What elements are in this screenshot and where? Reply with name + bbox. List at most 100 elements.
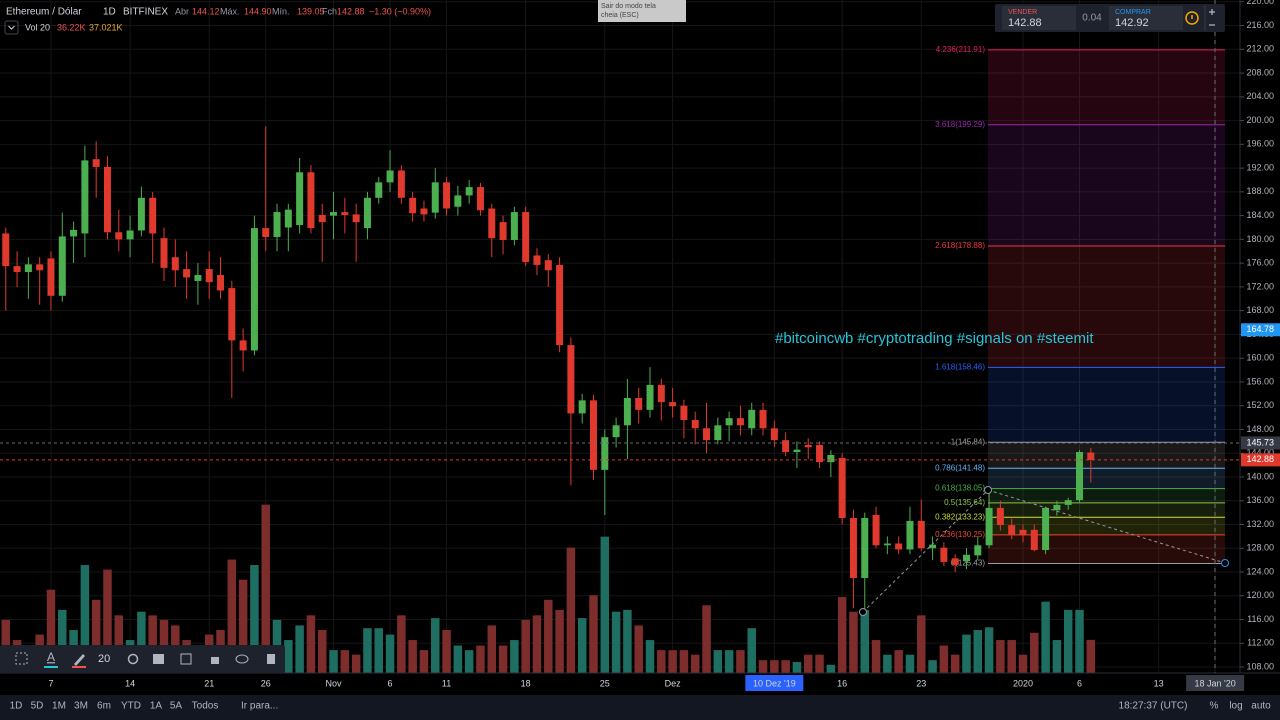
- volume-bar: [996, 640, 1005, 673]
- anchor-point[interactable]: [984, 486, 992, 494]
- volume-bar: [329, 650, 338, 673]
- delete-tool[interactable]: [267, 654, 275, 664]
- range-button[interactable]: 5A: [170, 701, 183, 712]
- range-button[interactable]: 1M: [52, 701, 66, 712]
- volume-bar: [713, 650, 723, 673]
- zoom-icons[interactable]: [1209, 9, 1215, 26]
- y-tick-label: 208.00: [1246, 67, 1274, 77]
- x-tick-label: 2020: [1013, 678, 1033, 688]
- x-tick-label: 25: [600, 678, 610, 688]
- volume-bar: [962, 634, 971, 673]
- volume-bar: [385, 634, 395, 673]
- layers-tool[interactable]: [153, 654, 164, 664]
- tooltip-line: Sair do modo tela: [601, 3, 656, 10]
- candle-body: [951, 558, 959, 565]
- candle-body: [849, 517, 857, 578]
- candle-body: [1030, 529, 1038, 551]
- fib-band: [988, 442, 1225, 469]
- candle-body: [940, 547, 948, 562]
- y-tick-label: 216.00: [1246, 20, 1274, 30]
- volume-bar: [476, 645, 485, 673]
- candle-body: [307, 172, 315, 229]
- candle-body: [917, 520, 925, 549]
- candle-body: [13, 266, 21, 273]
- fib-label: 0(125.43): [951, 559, 986, 568]
- volume-bar: [917, 615, 926, 673]
- interval[interactable]: 1D: [103, 7, 116, 18]
- volume-bar: [679, 650, 689, 673]
- y-tick-label: 160.00: [1246, 353, 1274, 363]
- volume-bar: [532, 615, 542, 673]
- collapse-button[interactable]: [4, 20, 19, 35]
- range-button[interactable]: 1A: [150, 701, 163, 712]
- candle-body: [962, 554, 970, 562]
- clone-tool[interactable]: [180, 653, 192, 665]
- fib-band: [988, 488, 1225, 503]
- volume-bar: [668, 650, 677, 673]
- candle-body: [996, 507, 1004, 526]
- volume-bar: [487, 625, 497, 673]
- candle-body: [895, 543, 903, 550]
- select-tool[interactable]: [15, 652, 28, 665]
- volume-bar: [736, 650, 745, 673]
- info-icon[interactable]: [1185, 11, 1199, 25]
- candle-body: [183, 269, 191, 278]
- candle-body: [36, 264, 44, 271]
- candle-body: [171, 257, 179, 271]
- exchange: BITFINEX: [123, 7, 168, 18]
- volume-bar: [227, 559, 237, 673]
- price-tag-label: 145.73: [1246, 437, 1274, 447]
- bottom-bar: [0, 695, 1280, 720]
- candle-body: [714, 425, 722, 441]
- volume-bar: [871, 640, 881, 673]
- percent-toggle[interactable]: %: [1210, 701, 1219, 712]
- volume-bar: [340, 650, 350, 673]
- text-color-tool[interactable]: A: [47, 650, 55, 664]
- candle-body: [499, 222, 507, 240]
- candle-body: [465, 187, 473, 196]
- line-color-tool[interactable]: [74, 654, 85, 666]
- volume-bar: [80, 565, 90, 673]
- y-tick-label: 116.00: [1247, 614, 1274, 624]
- anchor-point[interactable]: [859, 608, 867, 616]
- candle-body: [488, 208, 496, 239]
- symbol[interactable]: Ethereum / Dólar: [6, 7, 82, 18]
- volume-bar: [58, 609, 67, 673]
- price-tags: 164.78 145.73 142.88: [1241, 323, 1280, 467]
- lock-tool[interactable]: [211, 657, 219, 664]
- y-tick-label: 192.00: [1246, 162, 1274, 172]
- volume-bar: [894, 650, 903, 673]
- volume-bar: [1007, 640, 1016, 673]
- candle-body: [1008, 525, 1016, 536]
- candle-body: [838, 457, 846, 518]
- sell-button[interactable]: [1002, 6, 1076, 30]
- range-button[interactable]: Todos: [192, 701, 219, 712]
- auto-toggle[interactable]: auto: [1251, 701, 1271, 712]
- range-button[interactable]: 6m: [97, 701, 111, 712]
- change: −1.30 (−0.90%): [369, 6, 431, 16]
- range-button[interactable]: 3M: [74, 701, 88, 712]
- high-label: Máx.: [220, 6, 240, 16]
- settings-tool[interactable]: [127, 653, 139, 665]
- low-value: 139.05: [297, 6, 325, 16]
- candle-body: [454, 195, 462, 207]
- volume-bar: [442, 629, 451, 673]
- y-tick-label: 112.00: [1247, 638, 1274, 648]
- x-tick-label: 13: [1154, 678, 1164, 688]
- candle-body: [341, 212, 349, 216]
- trend-line: [862, 489, 989, 613]
- volume-ma: 37.021K: [89, 22, 123, 32]
- visibility-tool[interactable]: [235, 654, 249, 664]
- line-width[interactable]: 20: [98, 653, 110, 665]
- candle-body: [126, 230, 134, 240]
- log-toggle[interactable]: log: [1229, 701, 1242, 712]
- buy-button[interactable]: [1109, 6, 1183, 30]
- range-button[interactable]: 5D: [31, 701, 44, 712]
- range-button[interactable]: YTD: [121, 701, 141, 712]
- y-tick-label: 176.00: [1246, 258, 1274, 268]
- goto-date[interactable]: Ir para...: [241, 701, 278, 712]
- anchor-point[interactable]: [1221, 559, 1229, 567]
- fib-label: 1(145.84): [951, 437, 986, 446]
- range-button[interactable]: 1D: [10, 701, 23, 712]
- candle-body: [623, 397, 631, 426]
